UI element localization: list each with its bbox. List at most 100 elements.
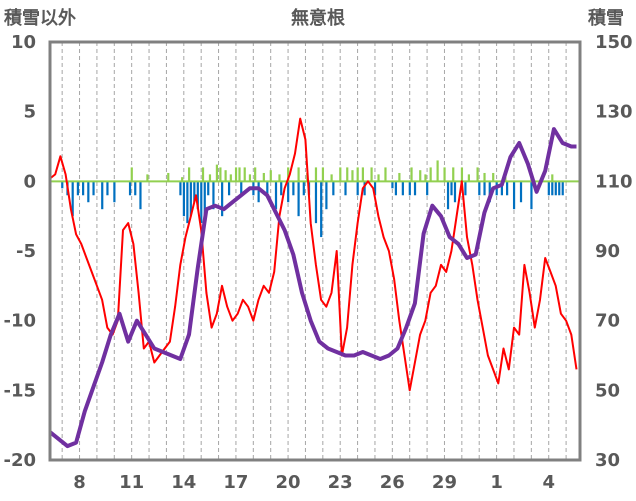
left-axis-title: 積雪以外: [3, 7, 76, 29]
rainfall-bar: [234, 167, 238, 182]
snowfall-bar: [200, 181, 203, 224]
snowfall-bar: [547, 181, 550, 196]
rainfall-bar: [188, 167, 191, 182]
snowfall-bar: [193, 181, 196, 203]
snowfall-bar: [325, 181, 328, 210]
snowfall-bar: [257, 181, 260, 203]
x-tick-label: 17: [223, 472, 248, 493]
snow-depth-series: [48, 127, 577, 449]
left-tick-label: -20: [3, 450, 36, 471]
snowfall-bar: [139, 181, 142, 210]
right-tick-label: 130: [595, 102, 633, 123]
snowfall-bar: [344, 181, 347, 196]
snowfall-bar: [274, 181, 278, 210]
snowfall-bar: [394, 181, 398, 196]
rainfall-bar: [356, 167, 359, 182]
rainfall-bar: [224, 170, 227, 182]
snowfall-bar: [373, 181, 377, 196]
snowfall-bar: [221, 181, 224, 217]
snowfall-bar: [280, 181, 283, 196]
rainfall-bar: [346, 167, 349, 182]
snowfall-bar: [320, 181, 323, 238]
rainfall-bar: [229, 174, 232, 182]
rainfall-bars: [130, 160, 554, 182]
snowfall-bar: [71, 181, 74, 217]
snowfall-bar: [207, 181, 210, 196]
rainfall-bar: [297, 167, 300, 182]
snowfall-bar: [413, 181, 417, 196]
left-tick-label: -15: [3, 380, 36, 401]
snowfall-bar: [76, 181, 80, 196]
rainfall-bar: [377, 174, 380, 182]
snowfall-bar: [450, 181, 453, 196]
snowfall-bar: [506, 181, 509, 196]
snowfall-bar: [134, 181, 137, 196]
x-tick-label: 14: [171, 472, 196, 493]
rainfall-bar: [130, 167, 133, 182]
left-tick-label: 5: [23, 102, 36, 123]
rainfall-bar: [436, 160, 439, 182]
right-axis-ticks: 150 130 110 90 70 50 30: [595, 32, 633, 471]
rainfall-bar: [287, 167, 290, 182]
rainfall-bar: [269, 170, 272, 182]
rainfall-bar: [452, 167, 455, 182]
left-tick-label: -10: [3, 311, 36, 332]
snowfall-bar: [302, 181, 305, 196]
rainfall-bar: [398, 172, 401, 182]
rainfall-bar: [238, 167, 241, 182]
rainfall-bar: [254, 167, 257, 182]
snowfall-bar: [446, 181, 450, 210]
snowfall-bar: [106, 181, 109, 196]
rainfall-bar: [208, 174, 212, 182]
snowfall-bar: [212, 181, 215, 210]
rainfall-bar: [460, 167, 464, 182]
rainfall-bar: [201, 167, 205, 182]
snowfall-bar: [101, 181, 104, 210]
right-tick-label: 110: [595, 171, 633, 192]
rainfall-bar: [361, 167, 364, 182]
rainfall-bar: [467, 174, 470, 182]
x-tick-label: 1: [490, 472, 503, 493]
rainfall-bar: [429, 167, 432, 182]
right-tick-label: 150: [595, 32, 633, 53]
rainfall-bar: [551, 174, 554, 182]
x-tick-label: 11: [119, 472, 144, 493]
snowfall-bar: [391, 181, 394, 189]
snowfall-bar: [483, 181, 486, 196]
rainfall-bar: [424, 174, 427, 182]
snowfall-bar: [332, 181, 335, 196]
snowfall-bar: [356, 181, 359, 196]
snowfall-bar: [61, 181, 64, 189]
rainfall-bar: [330, 174, 333, 182]
rainfall-bar: [243, 167, 246, 182]
snowfall-bar: [519, 181, 523, 203]
x-tick-label: 4: [542, 472, 555, 493]
snowfall-bar: [240, 181, 243, 196]
snowfall-bar: [186, 181, 189, 224]
rainfall-bar: [167, 172, 170, 182]
snowfall-bar: [561, 181, 564, 196]
left-tick-label: 10: [11, 32, 36, 53]
snowfall-bar: [128, 181, 132, 196]
snowfall-bar: [227, 181, 231, 196]
snowfall-bar: [500, 181, 504, 196]
chart-title: 無意根: [291, 7, 345, 29]
x-tick-label: 8: [73, 472, 86, 493]
snowfall-bar: [408, 181, 411, 196]
x-axis-ticks: 8 11 14 17 20 23 26 29 1 4: [73, 472, 555, 493]
x-tick-label: 20: [276, 472, 301, 493]
snow depth-line: [48, 127, 577, 449]
snowfall-bar: [512, 181, 516, 210]
snowfall-bar: [453, 181, 457, 203]
rainfall-bar: [443, 167, 446, 182]
right-tick-label: 70: [595, 311, 620, 332]
rainfall-bar: [248, 174, 252, 182]
left-tick-label: -5: [16, 241, 36, 262]
rainfall-bar: [492, 172, 495, 182]
snowfall-bar: [82, 181, 85, 196]
snowfall-bar: [189, 181, 192, 217]
left-axis-ticks: 10 5 0 -5 -10 -15 -20: [3, 32, 36, 471]
snowfall-bar: [196, 181, 199, 210]
